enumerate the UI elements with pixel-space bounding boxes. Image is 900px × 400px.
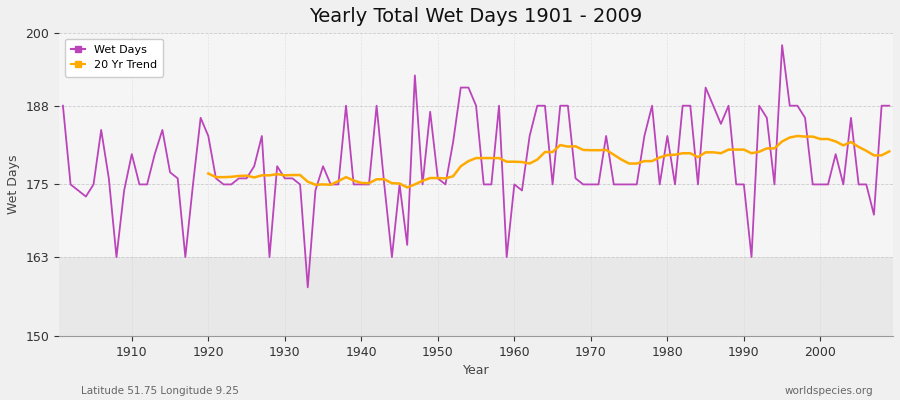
Bar: [59, 257, 893, 336]
X-axis label: Year: Year: [463, 364, 490, 377]
Title: Yearly Total Wet Days 1901 - 2009: Yearly Total Wet Days 1901 - 2009: [310, 7, 643, 26]
Legend: Wet Days, 20 Yr Trend: Wet Days, 20 Yr Trend: [65, 39, 163, 77]
Text: worldspecies.org: worldspecies.org: [785, 386, 873, 396]
Text: Latitude 51.75 Longitude 9.25: Latitude 51.75 Longitude 9.25: [81, 386, 239, 396]
Y-axis label: Wet Days: Wet Days: [7, 155, 20, 214]
